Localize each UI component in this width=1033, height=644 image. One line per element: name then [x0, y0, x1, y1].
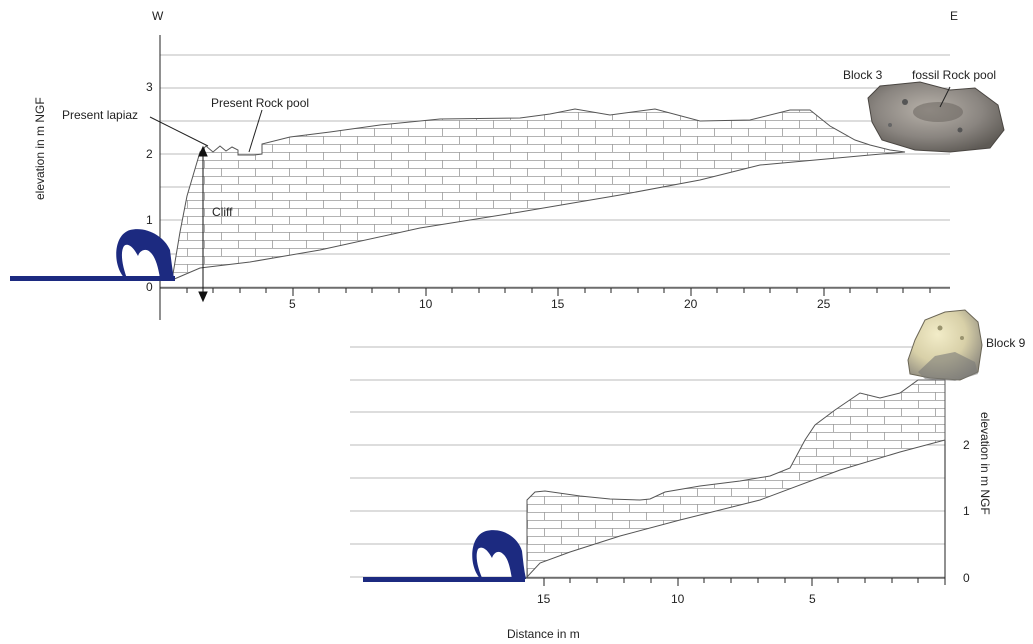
top-y-tick-1: 1 [146, 213, 153, 227]
cliff-arrow [198, 145, 208, 303]
block-9-label: Block 9 [986, 336, 1026, 350]
cliff-label: Cliff [212, 205, 233, 219]
east-label: E [950, 9, 958, 23]
block-3-label: Block 3 [843, 68, 883, 82]
bottom-x-tick-10: 10 [671, 592, 685, 606]
bottom-profile: 0 1 2 elevation in m NGF 15 10 5 [350, 309, 1026, 606]
top-y-ticks: 0 1 2 3 [146, 80, 153, 294]
bottom-y-axis-label: elevation in m NGF [978, 412, 992, 515]
rock-pool-leader-line [248, 109, 263, 153]
bottom-x-ticks: 15 10 5 [537, 592, 816, 606]
bottom-y-ticks: 0 1 2 [963, 438, 970, 585]
bottom-x-minor-ticks [543, 578, 919, 586]
lapiaz-label: Present lapiaz [62, 108, 138, 122]
bottom-wave-icon [363, 530, 526, 582]
top-x-tick-15: 15 [551, 297, 565, 311]
rock-pool-label: Present Rock pool [211, 96, 309, 110]
top-limestone-profile [171, 108, 906, 281]
bottom-y-tick-1: 1 [963, 504, 970, 518]
top-y-tick-2: 2 [146, 147, 153, 161]
top-x-tick-10: 10 [419, 297, 433, 311]
x-axis-label: Distance in m [507, 627, 580, 641]
bottom-limestone-profile [526, 379, 946, 579]
block-3-rock [867, 81, 1005, 153]
bottom-y-tick-2: 2 [963, 438, 970, 452]
lapiaz-leader-line [149, 116, 209, 147]
top-profile: W E 0 1 2 3 elevation in m NGF [10, 9, 1005, 320]
top-x-minor-ticks [186, 288, 931, 296]
top-x-tick-20: 20 [684, 297, 698, 311]
top-y-tick-3: 3 [146, 80, 153, 94]
top-y-axis-label: elevation in m NGF [33, 97, 47, 200]
bottom-y-tick-0: 0 [963, 571, 970, 585]
fossil-pool-leader-line [939, 86, 951, 108]
top-wave-icon [10, 229, 175, 281]
bottom-x-tick-5: 5 [809, 592, 816, 606]
top-y-tick-0: 0 [146, 280, 153, 294]
west-label: W [152, 9, 164, 23]
top-x-ticks: 5 10 15 20 25 [289, 297, 831, 311]
top-x-tick-5: 5 [289, 297, 296, 311]
top-x-tick-25: 25 [817, 297, 831, 311]
block-9-rock [907, 309, 983, 381]
bottom-x-tick-15: 15 [537, 592, 551, 606]
fossil-pool-label: fossil Rock pool [912, 68, 996, 82]
